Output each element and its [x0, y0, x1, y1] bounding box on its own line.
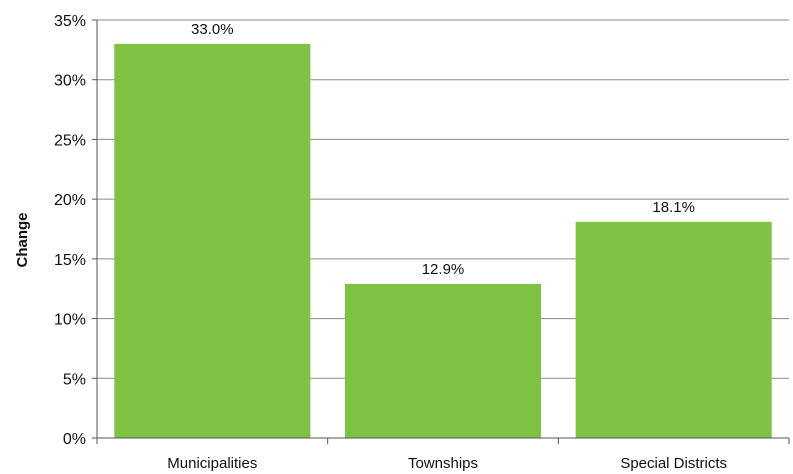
data-label: 18.1%: [652, 199, 695, 216]
data-label: 12.9%: [422, 261, 465, 278]
bar-townships: [344, 283, 542, 438]
x-category-label: Townships: [408, 455, 478, 472]
y-tick-label: 15%: [54, 252, 86, 269]
x-category-label: Municipalities: [167, 455, 257, 472]
y-tick-label: 35%: [54, 13, 86, 30]
bars: [114, 43, 772, 439]
axes: [92, 19, 790, 444]
y-tick-label: 20%: [54, 192, 86, 209]
y-tick-label: 10%: [54, 312, 86, 329]
data-label: 33.0%: [191, 21, 234, 38]
y-tick-label: 5%: [63, 371, 86, 388]
y-tick-label: 0%: [63, 431, 86, 448]
x-category-label: Special Districts: [620, 455, 727, 472]
y-tick-label: 25%: [54, 132, 86, 149]
bar-special-districts: [575, 221, 772, 438]
labels: 0% 5% 10% 15% 20% 25% 30% 35% 33.0% Municipalitie…: [54, 13, 727, 472]
y-tick-label: 30%: [54, 73, 86, 90]
bar-municipalities: [114, 43, 311, 439]
y-axis-title: Change: [14, 212, 31, 267]
